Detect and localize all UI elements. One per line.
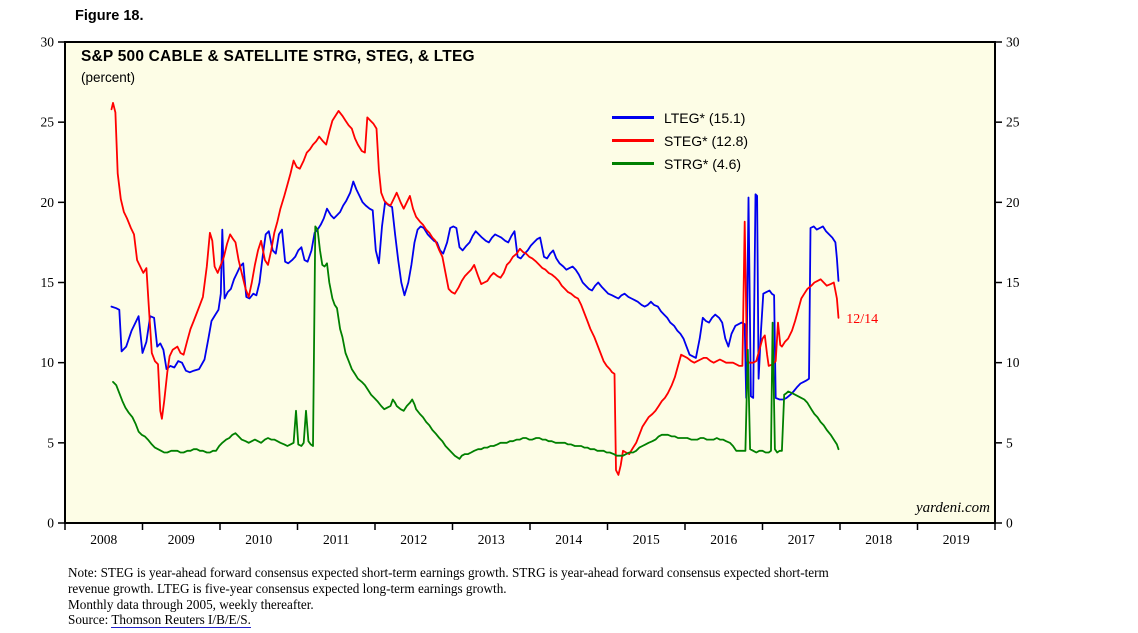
y-tick-label-left: 30 bbox=[41, 35, 55, 50]
legend-label-strg: STRG* (4.6) bbox=[664, 155, 742, 172]
legend-item-lteg: LTEG* (15.1) bbox=[612, 106, 748, 129]
figure-label: Figure 18. bbox=[75, 8, 144, 24]
note-line-1: Note: STEG is year-ahead forward consens… bbox=[68, 565, 829, 580]
lteg-line-swatch-icon bbox=[612, 116, 654, 119]
x-year-label: 2015 bbox=[633, 532, 660, 547]
plot-background bbox=[64, 41, 996, 524]
strg-line-swatch-icon bbox=[612, 162, 654, 165]
y-tick-label-right: 0 bbox=[1006, 516, 1013, 531]
note-line-2: revenue growth. LTEG is five-year consen… bbox=[68, 580, 507, 596]
chart-notes: Note: STEG is year-ahead forward consens… bbox=[68, 565, 829, 629]
y-tick-label-right: 25 bbox=[1006, 115, 1020, 130]
x-year-label: 2016 bbox=[710, 532, 737, 547]
x-year-label: 2012 bbox=[400, 532, 427, 547]
y-tick-label-left: 0 bbox=[47, 516, 54, 531]
legend-item-steg: STEG* (12.8) bbox=[612, 129, 748, 152]
chart-subtitle: (percent) bbox=[81, 70, 136, 85]
y-tick-label-left: 25 bbox=[41, 115, 55, 130]
source-line: Source: Thomson Reuters I/B/E/S. bbox=[68, 612, 829, 629]
x-year-label: 2009 bbox=[168, 532, 195, 547]
y-tick-label-left: 5 bbox=[47, 435, 54, 450]
y-tick-label-right: 30 bbox=[1006, 35, 1020, 50]
y-tick-label-right: 20 bbox=[1006, 195, 1020, 210]
legend-label-steg: STEG* (12.8) bbox=[664, 132, 749, 149]
x-year-label: 2011 bbox=[323, 532, 350, 547]
note-line-3: Monthly data through 2005, weekly therea… bbox=[68, 596, 314, 612]
series-line-strg bbox=[112, 225, 840, 460]
source-link[interactable]: Thomson Reuters I/B/E/S. bbox=[111, 612, 251, 629]
y-tick-label-left: 10 bbox=[41, 355, 55, 370]
series-line-steg bbox=[110, 102, 840, 476]
x-year-label: 2018 bbox=[865, 532, 892, 547]
x-year-label: 2008 bbox=[90, 532, 117, 547]
y-tick-label-right: 15 bbox=[1006, 275, 1020, 290]
x-year-label: 2019 bbox=[943, 532, 970, 547]
chart-legend: LTEG* (15.1) STEG* (12.8) STRG* (4.6) bbox=[612, 106, 748, 175]
x-year-label: 2014 bbox=[555, 532, 582, 547]
steg-line-swatch-icon bbox=[612, 139, 654, 142]
legend-item-strg: STRG* (4.6) bbox=[612, 152, 748, 175]
y-tick-label-left: 20 bbox=[41, 195, 55, 210]
x-year-label: 2010 bbox=[245, 532, 272, 547]
chart-title: S&P 500 CABLE & SATELLITE STRG, STEG, & … bbox=[81, 48, 475, 65]
x-year-label: 2017 bbox=[788, 532, 815, 547]
x-year-label: 2013 bbox=[478, 532, 505, 547]
y-tick-label-right: 5 bbox=[1006, 435, 1013, 450]
y-tick-label-left: 15 bbox=[41, 275, 55, 290]
source-prefix: Source: bbox=[68, 612, 112, 628]
series-line-lteg bbox=[110, 180, 840, 401]
yardeni-watermark: yardeni.com bbox=[915, 500, 990, 516]
y-tick-label-right: 10 bbox=[1006, 355, 1020, 370]
latest-data-annotation: 12/14 bbox=[846, 312, 878, 327]
legend-label-lteg: LTEG* (15.1) bbox=[664, 109, 746, 126]
